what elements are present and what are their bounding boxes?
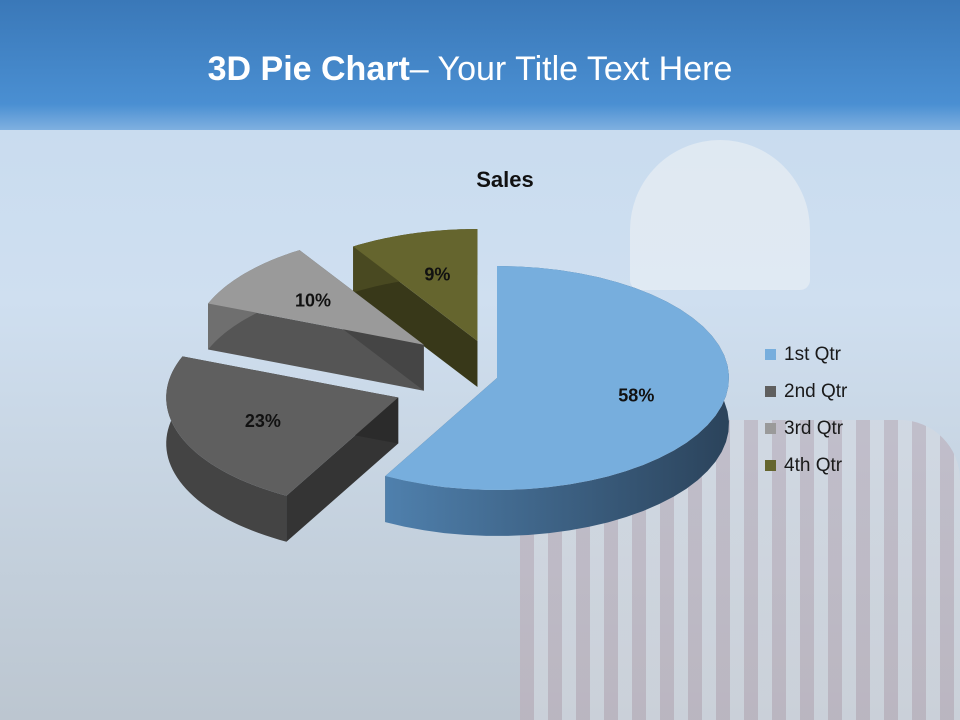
chart-title: Sales — [476, 167, 534, 192]
slice-side-2 — [166, 356, 287, 542]
legend-item: 3rd Qtr — [765, 410, 847, 447]
pie-slice-1 — [385, 266, 729, 490]
legend-swatch — [765, 423, 776, 434]
legend-item: 4th Qtr — [765, 447, 847, 484]
data-label-1: 58% — [618, 385, 654, 405]
pie-slice-2 — [166, 356, 399, 496]
title-bar — [0, 0, 960, 130]
legend-swatch — [765, 349, 776, 360]
legend-label: 2nd Qtr — [784, 380, 848, 402]
pie-slice-3 — [208, 250, 424, 345]
legend-item: 2nd Qtr — [765, 373, 847, 410]
legend: 1st Qtr 2nd Qtr 3rd Qtr 4th Qtr — [765, 336, 847, 484]
legend-label: 1st Qtr — [784, 343, 842, 365]
title-bold: 3D Pie Chart — [207, 50, 410, 88]
legend-item: 1st Qtr — [765, 336, 847, 373]
data-label-4: 9% — [424, 264, 450, 284]
legend-label: 3rd Qtr — [784, 417, 844, 439]
title-rest: – Your Title Text Here — [409, 50, 733, 88]
legend-swatch — [765, 460, 776, 471]
helmet-figure — [630, 140, 810, 290]
slide-title: 3D Pie Chart– Your Title Text Here — [0, 50, 940, 89]
data-label-3: 10% — [295, 290, 331, 310]
data-label-2: 23% — [245, 411, 281, 431]
pie-slice-4 — [353, 229, 478, 342]
slice-cut-face — [208, 303, 424, 391]
legend-swatch — [765, 386, 776, 397]
legend-label: 4th Qtr — [784, 454, 843, 476]
